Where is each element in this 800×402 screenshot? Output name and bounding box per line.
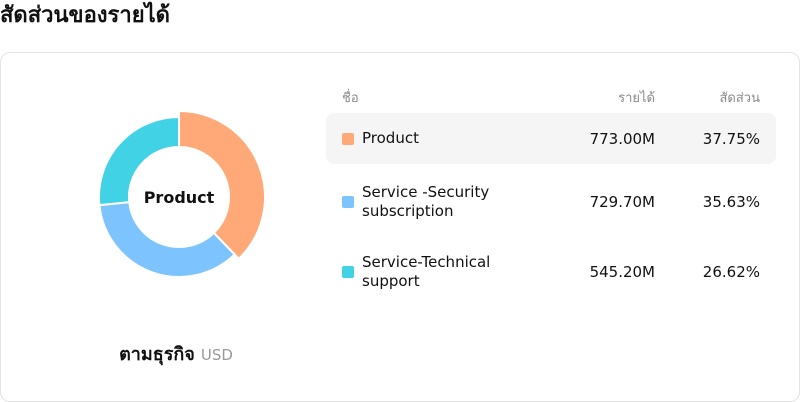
donut-chart[interactable]: Product xyxy=(93,111,265,283)
page-title: สัดส่วนของรายได้ xyxy=(0,3,170,28)
legend-swatch xyxy=(342,195,354,208)
header-name: ชื่อ xyxy=(342,90,359,106)
row-share: 37.75% xyxy=(702,129,760,148)
chart-caption: ตามธุรกิจ USD xyxy=(1,339,351,368)
row-revenue: 729.70M xyxy=(589,192,655,211)
table-row-technical-support[interactable]: Service-Technical support 545.20M 26.62% xyxy=(326,239,776,304)
caption-segment-type: ตามธุรกิจ xyxy=(119,344,195,365)
donut-slice[interactable] xyxy=(98,200,237,278)
row-revenue: 545.20M xyxy=(589,262,655,281)
donut-center-label: Product xyxy=(143,187,215,207)
row-name: Service -Security subscription xyxy=(362,182,490,220)
donut-slice[interactable] xyxy=(98,115,180,207)
row-name: Service-Technical support xyxy=(362,252,491,290)
row-revenue: 773.00M xyxy=(589,129,655,148)
revenue-table: ชื่อ รายได้ สัดส่วน Product 773.00M 37.7… xyxy=(326,85,776,304)
legend-swatch xyxy=(342,132,354,145)
table-header: ชื่อ รายได้ สัดส่วน xyxy=(326,85,776,109)
donut-slice[interactable] xyxy=(178,111,265,261)
caption-currency: USD xyxy=(200,346,233,364)
header-share: สัดส่วน xyxy=(719,90,761,106)
revenue-share-card: Product ตามธุรกิจ USD ชื่อ รายได้ สัดส่วน… xyxy=(0,52,800,402)
row-share: 35.63% xyxy=(702,192,760,211)
table-row-security-subscription[interactable]: Service -Security subscription 729.70M 3… xyxy=(326,169,776,234)
row-share: 26.62% xyxy=(702,262,760,281)
row-name: Product xyxy=(362,129,419,147)
header-revenue: รายได้ xyxy=(618,90,655,106)
legend-swatch xyxy=(342,265,354,278)
table-row-product[interactable]: Product 773.00M 37.75% xyxy=(326,113,776,164)
